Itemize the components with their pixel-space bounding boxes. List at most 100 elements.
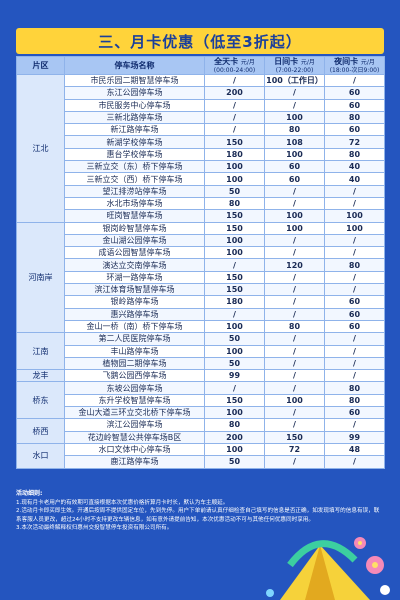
- parking-name-cell: 新湖学校停车场: [64, 135, 205, 149]
- day-price-cell: 100（工作日）: [264, 73, 325, 88]
- allday-price-cell: 150: [204, 209, 265, 223]
- parking-name-cell: 演达立交南停车场: [64, 258, 205, 272]
- header-day-label: 日间卡: [274, 57, 299, 67]
- parking-name-cell: 东升学校智慧停车场: [64, 393, 205, 408]
- day-price-cell: /: [264, 381, 325, 395]
- allday-price-cell: /: [204, 307, 265, 321]
- night-price-cell: /: [324, 455, 385, 469]
- day-price-cell: /: [264, 283, 325, 297]
- allday-price-cell: 99: [204, 369, 265, 383]
- parking-name-cell: 三新北路停车场: [64, 110, 205, 125]
- night-price-cell: 60: [324, 98, 385, 112]
- table-row: 水北市场停车场 80//: [17, 196, 385, 211]
- parking-price-table: 片区 停车场名称 全天卡 元/月 (00:00-24:00) 日间卡 元/月 (…: [16, 56, 385, 469]
- allday-price-cell: 200: [204, 430, 265, 444]
- parking-name-cell: 银岗岭智慧停车场: [64, 221, 205, 235]
- parking-name-cell: 银岭路停车场: [64, 295, 205, 309]
- allday-price-cell: 150: [204, 283, 265, 297]
- area-cell: 河南岸: [16, 221, 65, 334]
- allday-price-cell: 80: [204, 418, 265, 432]
- header-allday-label: 全天卡: [214, 57, 239, 67]
- night-price-cell: 80: [324, 110, 385, 125]
- area-cell: 江北: [16, 74, 65, 223]
- allday-price-cell: 150: [204, 135, 265, 149]
- table-row: 环湖一路停车场 150//: [17, 270, 385, 285]
- header-day-unit: 元/月: [300, 59, 315, 66]
- tent-shadow-icon: [305, 545, 335, 600]
- allday-price-cell: /: [204, 98, 265, 112]
- parking-name-cell: 鹿江路停车场: [64, 455, 205, 469]
- night-price-cell: /: [324, 356, 385, 371]
- parking-name-cell: 水北市场停车场: [64, 196, 205, 211]
- night-price-cell: /: [324, 233, 385, 248]
- parking-name-cell: 花边岭智慧公共停车场B区: [64, 430, 205, 444]
- allday-price-cell: 100: [204, 442, 265, 457]
- parking-name-cell: 金山湖公园停车场: [64, 233, 205, 248]
- header-allday: 全天卡 元/月 (00:00-24:00): [204, 56, 265, 75]
- table-row: 成语公园智慧停车场 100//: [17, 246, 385, 260]
- parking-name-cell: 丰山路停车场: [64, 344, 205, 358]
- bubble-small-icon: [266, 589, 274, 597]
- allday-price-cell: 50: [204, 356, 265, 371]
- night-price-cell: 99: [324, 430, 385, 444]
- night-price-cell: 60: [324, 406, 385, 420]
- night-price-cell: 80: [324, 393, 385, 408]
- allday-price-cell: 100: [204, 233, 265, 248]
- table-row: 河南岸 银岗岭智慧停车场 150 100 100: [16, 221, 385, 334]
- parking-name-cell: 滨江公园停车场: [64, 418, 205, 432]
- table-row: 三新立交（东）桥下停车场 100 60 40: [17, 160, 385, 174]
- day-price-cell: 150: [264, 430, 325, 444]
- night-price-cell: 72: [324, 135, 385, 149]
- table-body: 江北 市民乐园二期智慧停车场/100（工作日） / 东江公园停车场 200/60 市民服务…: [16, 73, 385, 469]
- day-price-cell: /: [264, 356, 325, 371]
- table-row: 银岭路停车场 180/60: [17, 295, 385, 309]
- table-row: 植物园二期停车场 50//: [17, 356, 385, 371]
- night-price-cell: /: [324, 344, 385, 358]
- day-price-cell: /: [264, 332, 325, 346]
- header-allday-unit: 元/月: [240, 59, 255, 66]
- day-price-cell: /: [264, 98, 325, 112]
- allday-price-cell: 150: [204, 393, 265, 408]
- bubble-icon: [380, 585, 390, 595]
- allday-price-cell: 200: [204, 86, 265, 100]
- parking-name-cell: 望江排涝站停车场: [64, 184, 205, 198]
- allday-price-cell: 100: [204, 344, 265, 358]
- allday-price-cell: 100: [204, 160, 265, 174]
- parking-name-cell: 滨江体育场智慧停车场: [64, 283, 205, 297]
- parking-name-cell: 惠台学校停车场: [64, 147, 205, 162]
- night-price-cell: 60: [324, 295, 385, 309]
- allday-price-cell: /: [204, 110, 265, 125]
- table-row: 江南 第二人民医院停车场 50//: [16, 332, 385, 371]
- day-price-cell: /: [264, 233, 325, 248]
- allday-price-cell: 100: [204, 319, 265, 334]
- parking-name-cell: 水口文体中心停车场: [64, 442, 205, 457]
- night-price-cell: 80: [324, 381, 385, 395]
- day-price-cell: 100: [264, 147, 325, 162]
- allday-price-cell: 100: [204, 406, 265, 420]
- night-price-cell: 100: [324, 221, 385, 235]
- day-price-cell: 120: [264, 258, 325, 272]
- decoration-illustration: [266, 537, 390, 600]
- night-price-cell: 40: [324, 160, 385, 174]
- header-night: 夜间卡 元/月 (18:00-次日9:00): [324, 56, 385, 75]
- parking-name-cell: 东江公园停车场: [64, 86, 205, 100]
- day-price-cell: /: [264, 184, 325, 198]
- parking-name-cell: 市民服务中心停车场: [64, 98, 205, 112]
- night-price-cell: /: [324, 73, 385, 88]
- day-price-cell: /: [264, 307, 325, 321]
- table-row: 旺岗智慧停车场 150 100 100: [17, 209, 385, 223]
- parking-name-cell: 市民乐园二期智慧停车场: [64, 73, 205, 88]
- allday-price-cell: 150: [204, 270, 265, 285]
- header-name: 停车场名称: [64, 56, 205, 75]
- table-row: 丰山路停车场 100//: [17, 344, 385, 358]
- allday-price-cell: 50: [204, 332, 265, 346]
- table-row: 三新立交（西）桥下停车场 100 60 40: [17, 172, 385, 186]
- day-price-cell: /: [264, 86, 325, 100]
- table-row: 龙丰 飞鹅公园西停车场 99//: [16, 369, 385, 383]
- header-day-time: (7:00-22:00): [275, 67, 314, 74]
- parking-name-cell: 第二人民医院停车场: [64, 332, 205, 346]
- night-price-cell: 48: [324, 442, 385, 457]
- parking-name-cell: 三新立交（东）桥下停车场: [64, 160, 205, 174]
- day-price-cell: 72: [264, 442, 325, 457]
